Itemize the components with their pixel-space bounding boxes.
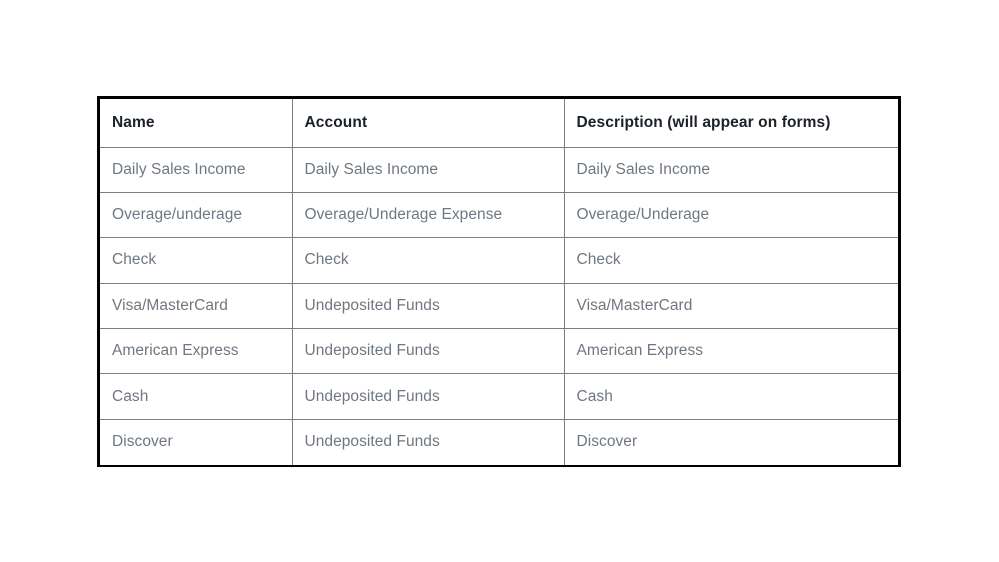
table-body: Daily Sales Income Daily Sales Income Da… [100,147,898,465]
table-row: Check Check Check [100,237,898,284]
table-row: Overage/underage Overage/Underage Expens… [100,192,898,239]
table-row: Cash Undeposited Funds Cash [100,373,898,420]
cell-name: Overage/underage [100,192,293,239]
table-row: Visa/MasterCard Undeposited Funds Visa/M… [100,283,898,330]
cell-description: Daily Sales Income [564,147,898,193]
cell-name: Cash [100,373,293,420]
table-row: Discover Undeposited Funds Discover [100,419,898,465]
table-header: Name Account Description (will appear on… [100,99,898,148]
cell-account: Overage/Underage Expense [292,192,565,239]
cell-account: Undeposited Funds [292,373,565,420]
cell-description: American Express [564,328,898,375]
cell-account: Undeposited Funds [292,419,565,465]
table-row: Daily Sales Income Daily Sales Income Da… [100,147,898,193]
cell-account: Undeposited Funds [292,328,565,375]
column-header-description: Description (will appear on forms) [564,99,898,148]
accounts-table-container: Name Account Description (will appear on… [97,96,901,467]
cell-name: Visa/MasterCard [100,283,293,330]
cell-account: Undeposited Funds [292,283,565,330]
cell-account: Check [292,237,565,284]
cell-description: Cash [564,373,898,420]
column-header-account: Account [292,99,565,148]
cell-name: Check [100,237,293,284]
cell-description: Check [564,237,898,284]
cell-name: American Express [100,328,293,375]
table-header-row: Name Account Description (will appear on… [100,99,898,148]
cell-name: Discover [100,419,293,465]
cell-description: Discover [576,433,638,451]
cell-description: Overage/Underage [564,192,898,239]
accounts-table: Name Account Description (will appear on… [100,99,898,465]
cell-name: Daily Sales Income [100,147,293,193]
cell-account: Daily Sales Income [292,147,565,193]
table-row: American Express Undeposited Funds Ameri… [100,328,898,375]
column-header-name: Name [100,99,293,148]
cell-description: Visa/MasterCard [564,283,898,330]
